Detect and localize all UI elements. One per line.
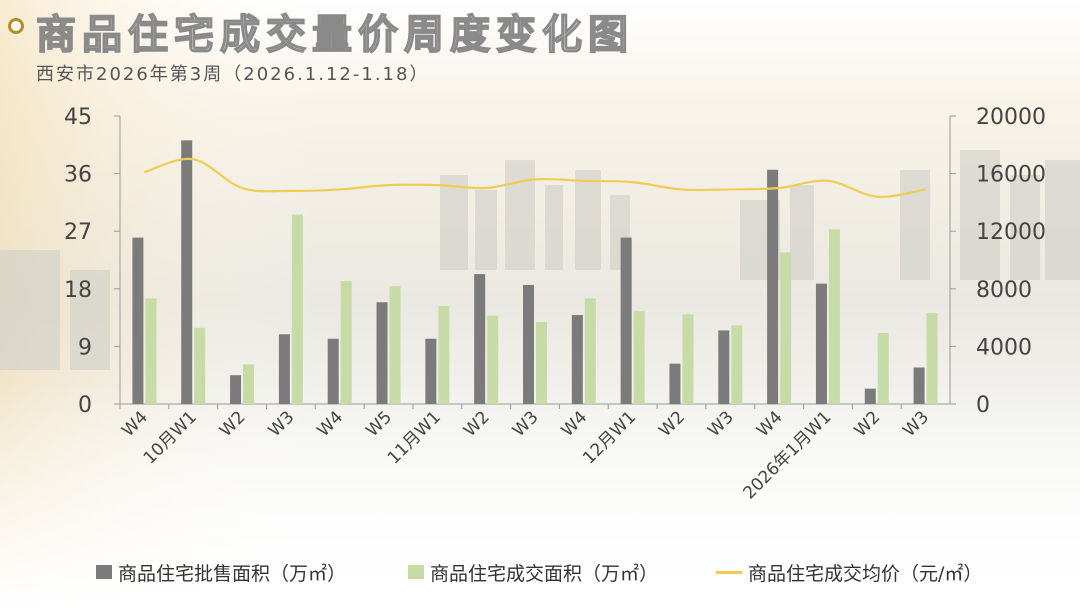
- x-category-label: 10月W1: [140, 407, 201, 468]
- x-category-label: 12月W1: [579, 407, 640, 468]
- bar-deal: [633, 311, 645, 404]
- page-title: 商品住宅成交量价周度变化图: [35, 11, 634, 59]
- legend-swatch-deal: [408, 565, 424, 579]
- x-category-label: W5: [362, 407, 396, 441]
- bar-deal: [828, 229, 840, 404]
- x-category-label: W2: [851, 407, 885, 441]
- x-category-label: W2: [460, 407, 494, 441]
- bar-supply: [230, 375, 242, 404]
- bar-supply: [815, 283, 827, 404]
- legend-item-supply: 商品住宅批售面积（万㎡）: [96, 560, 347, 585]
- bar-deal: [877, 332, 889, 404]
- x-category-label: W4: [753, 407, 787, 441]
- bar-deal: [145, 298, 157, 404]
- bar-deal: [487, 315, 499, 404]
- bar-supply: [327, 338, 339, 404]
- x-category-label: W3: [704, 407, 738, 441]
- bar-supply: [571, 315, 583, 404]
- x-category-label: W2: [655, 407, 689, 441]
- bar-deal: [340, 281, 352, 404]
- x-category-label: W4: [118, 407, 152, 441]
- bar-supply: [864, 388, 876, 404]
- bar-supply: [669, 363, 681, 404]
- bar-deal: [780, 252, 792, 404]
- left-tick-label: 9: [78, 335, 92, 360]
- legend-item-price: 商品住宅成交均价（元/㎡）: [716, 560, 983, 585]
- bar-supply: [278, 334, 290, 404]
- left-tick-label: 36: [64, 163, 92, 188]
- x-category-label: 2026年1月W1: [740, 407, 836, 503]
- left-tick-label: 45: [64, 105, 92, 130]
- bar-deal: [536, 322, 547, 404]
- bar-deal: [584, 298, 596, 404]
- right-tick-label: 12000: [976, 220, 1046, 245]
- legend-item-deal: 商品住宅成交面积（万㎡）: [408, 560, 659, 585]
- bar-deal: [438, 306, 450, 404]
- right-tick-label: 16000: [976, 163, 1046, 188]
- legend-label-price: 商品住宅成交均价（元/㎡）: [748, 562, 983, 585]
- x-category-label: 11月W1: [384, 407, 445, 468]
- bar-deal: [243, 364, 255, 404]
- bar-deal: [731, 325, 743, 404]
- left-tick-label: 0: [78, 393, 92, 418]
- price-line: [144, 157, 926, 198]
- bar-supply: [767, 169, 779, 404]
- bar-supply: [474, 274, 486, 404]
- x-category-label: W4: [314, 407, 348, 441]
- title-bullet-icon: [8, 18, 24, 34]
- left-tick-label: 18: [64, 278, 92, 303]
- page-subtitle: 西安市2026年第3周（2026.1.12-1.18）: [36, 64, 430, 85]
- bar-supply: [376, 302, 388, 404]
- left-tick-label: 27: [64, 220, 92, 245]
- bar-deal: [682, 314, 694, 404]
- right-tick-label: 20000: [976, 105, 1046, 130]
- x-category-label: W3: [509, 407, 543, 441]
- bar-supply: [425, 338, 437, 404]
- x-category-label: W3: [265, 407, 299, 441]
- bar-supply: [620, 237, 632, 404]
- bar-supply: [718, 330, 730, 404]
- legend-swatch-supply: [96, 565, 112, 579]
- x-category-label: W2: [216, 407, 250, 441]
- x-category-label: W4: [558, 407, 592, 441]
- bar-deal: [194, 327, 206, 404]
- bar-deal: [926, 313, 938, 404]
- right-tick-label: 4000: [976, 335, 1032, 360]
- x-category-label: W3: [899, 407, 933, 441]
- bar-supply: [132, 237, 144, 404]
- legend-label-supply: 商品住宅批售面积（万㎡）: [118, 562, 347, 585]
- right-tick-label: 0: [976, 393, 990, 418]
- right-tick-label: 8000: [976, 278, 1032, 303]
- bar-deal: [291, 214, 303, 404]
- bar-supply: [913, 367, 925, 404]
- legend-swatch-price: [716, 570, 742, 574]
- legend-label-deal: 商品住宅成交面积（万㎡）: [430, 562, 659, 585]
- bar-supply: [181, 140, 193, 404]
- bar-supply: [523, 284, 534, 404]
- bar-deal: [389, 286, 401, 404]
